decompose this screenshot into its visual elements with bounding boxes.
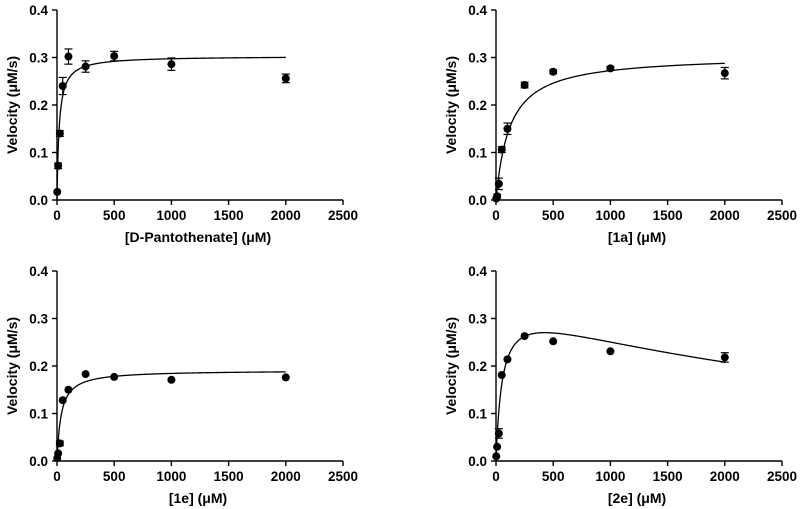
chart-panel-3: 0 500 1000 1500 2000 2500 0.0 0.1 0.2 0.3 0.4 [1e] … [4,264,358,506]
y-axis-title: Velocity (μM/s) [443,56,459,154]
y-tick-label: 0.2 [468,359,487,374]
x-tick-label: 2000 [271,208,301,223]
y-tick-label: 0.0 [468,454,487,469]
x-tick-label: 2000 [271,469,301,484]
y-tick-label: 0.1 [29,407,48,422]
data-point [720,69,729,78]
data-point [497,371,506,380]
data-point [503,124,512,133]
x-tick-label: 500 [542,208,565,223]
y-axis-title: Velocity (μM/s) [4,317,20,415]
data-point [497,145,506,154]
x-tick-label: 1500 [653,208,683,223]
y-tick-label: 0.4 [468,264,487,279]
x-tick-label: 500 [103,469,126,484]
x-tick-label: 0 [492,469,500,484]
x-tick-label: 1000 [156,208,186,223]
data-point [492,452,501,461]
data-point [494,429,503,438]
x-tick-label: 1000 [595,469,625,484]
data-point [549,337,558,346]
data-point [520,81,529,90]
y-tick-label: 0.3 [468,51,487,66]
x-tick-label: 2500 [328,208,358,223]
x-tick-label: 2000 [710,208,740,223]
y-tick-label: 0.4 [29,3,48,18]
fit-curve [56,56,286,200]
data-point [81,62,90,71]
data-point [110,372,119,381]
y-tick-label: 0.3 [29,51,48,66]
data-point [494,179,503,188]
y-tick-label: 0.2 [29,359,48,374]
x-tick-label: 2500 [767,469,797,484]
data-point [281,373,290,382]
x-tick-label: 0 [53,469,61,484]
x-tick-label: 0 [53,208,61,223]
y-tick-label: 0.4 [468,3,487,18]
x-tick-label: 1500 [653,469,683,484]
data-point [520,332,529,341]
x-tick-label: 1500 [214,469,244,484]
data-point [493,442,502,451]
x-tick-label: 2500 [328,469,358,484]
x-tick-label: 1500 [214,208,244,223]
x-tick-label: 2000 [710,469,740,484]
x-tick-label: 1000 [595,208,625,223]
data-point [53,187,62,196]
y-tick-label: 0.2 [29,98,48,113]
y-axis-title: Velocity (μM/s) [443,317,459,415]
data-point [54,161,63,170]
data-point [606,347,615,356]
data-point [64,52,73,61]
data-point [720,353,729,362]
y-axis-title: Velocity (μM/s) [4,56,20,154]
data-point [81,370,90,379]
fit-curve [495,62,725,201]
x-axis-title: [2e] (μM) [608,490,666,506]
data-point [58,82,67,90]
y-tick-label: 0.1 [468,407,487,422]
chart-panel-1: 0 500 1000 1500 2000 2500 0.0 0.1 0.2 0.3 0.4 [D-Pa… [4,3,358,245]
data-point [167,60,176,69]
y-tick-label: 0.1 [29,146,48,161]
data-point [606,64,615,73]
x-tick-label: 2500 [767,208,797,223]
data-point [64,385,73,394]
y-tick-label: 0.4 [29,264,48,279]
fit-curve [56,371,286,462]
y-tick-label: 0.0 [29,193,48,208]
x-tick-label: 500 [103,208,126,223]
x-axis-title: [D-Pantothenate] (μM) [125,229,271,245]
y-tick-label: 0.1 [468,146,487,161]
x-axis-title: [1a] (μM) [608,229,666,245]
x-tick-label: 500 [542,469,565,484]
data-point [167,375,176,384]
fit-curve [495,331,725,462]
chart-panel-4: 0 500 1000 1500 2000 2500 0.0 0.1 0.2 0.3 0.4 [2e] … [443,264,797,506]
y-tick-label: 0.3 [29,312,48,327]
data-point [54,449,63,458]
x-tick-label: 1000 [156,469,186,484]
data-point [55,439,64,448]
x-axis-title: [1e] (μM) [169,490,227,506]
data-point [503,355,512,364]
y-tick-label: 0.0 [468,193,487,208]
data-point [549,67,558,76]
data-point [110,52,119,61]
y-tick-label: 0.0 [29,454,48,469]
data-point [493,192,502,201]
y-tick-label: 0.3 [468,312,487,327]
chart-panel-2: 0 500 1000 1500 2000 2500 0.0 0.1 0.2 0.3 0.4 [1a] … [443,3,797,245]
y-tick-label: 0.2 [468,98,487,113]
data-point [58,396,67,405]
x-tick-label: 0 [492,208,500,223]
data-point [55,129,64,138]
data-point [281,74,290,83]
